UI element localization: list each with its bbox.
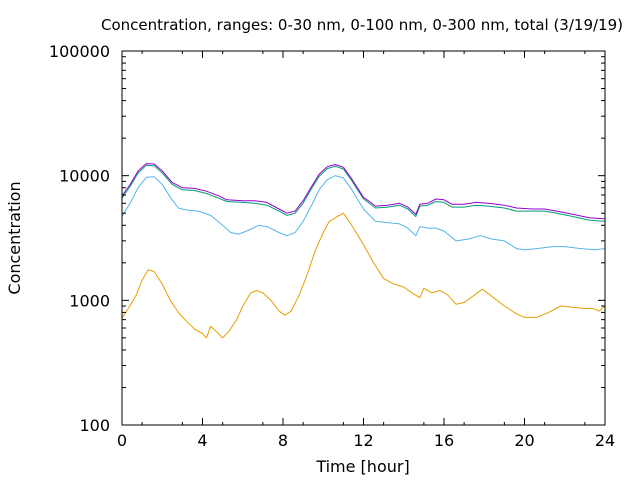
- series-line-3: [121, 164, 606, 222]
- x-tick-label: 24: [595, 431, 615, 450]
- ticks-layer: 0 4 8 12 16 20 24 100 1000 10000 100000: [49, 42, 615, 450]
- y-tick-label: 1000: [69, 291, 110, 310]
- y-axis-label: Concentration: [5, 181, 24, 294]
- x-tick-label: 0: [117, 431, 127, 450]
- series-line-2: [121, 175, 606, 251]
- y-tick-label: 100: [79, 416, 110, 435]
- x-tick-label: 16: [434, 431, 454, 450]
- x-tick-label: 12: [353, 431, 373, 450]
- x-tick-label: 8: [278, 431, 288, 450]
- y-tick-label: 100000: [49, 42, 110, 61]
- plot-frame: [121, 50, 606, 426]
- series-line-4: [121, 163, 606, 220]
- series-line-1: [121, 212, 606, 339]
- series-layer: [121, 163, 606, 339]
- y-tick-label: 10000: [59, 167, 110, 186]
- x-tick-label: 20: [514, 431, 534, 450]
- x-axis-label: Time [hour]: [315, 457, 409, 476]
- x-tick-label: 4: [197, 431, 207, 450]
- chart-title: Concentration, ranges: 0-30 nm, 0-100 nm…: [101, 16, 623, 34]
